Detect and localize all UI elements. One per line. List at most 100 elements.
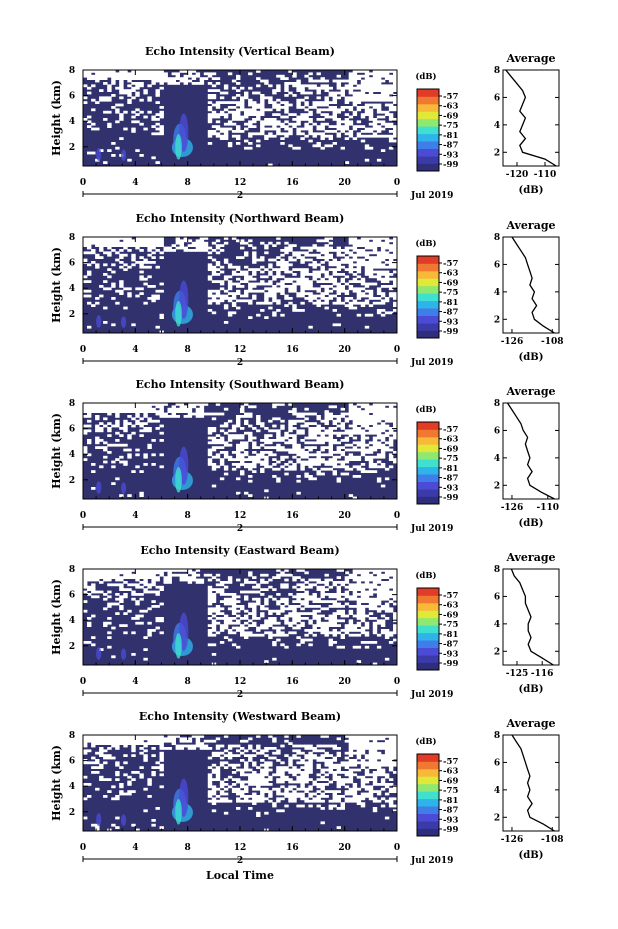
profile-x-tick-label: -108 xyxy=(541,835,564,845)
colorbar-tick-label: -63 xyxy=(443,767,458,777)
profile-frame xyxy=(502,734,560,832)
colorbar-segment xyxy=(417,323,439,331)
no-echo-mask xyxy=(83,237,398,334)
y-tick-label: 2 xyxy=(69,642,75,652)
profile-y-tick-label: 2 xyxy=(494,148,500,158)
colorbar-segment xyxy=(417,754,439,762)
profile-y-tick-label: 2 xyxy=(494,315,500,325)
colorbar-tick-label: -87 xyxy=(443,474,458,484)
colorbar-segment xyxy=(417,126,439,135)
x-tick-label: 4 xyxy=(132,178,138,188)
x-tick-label: 16 xyxy=(286,345,299,355)
no-echo-mask xyxy=(83,735,398,832)
colorbar-segment xyxy=(417,489,439,497)
profile-y-tick-label: 8 xyxy=(494,565,500,575)
x-tick-label: 12 xyxy=(234,511,247,521)
y-tick-label: 4 xyxy=(69,117,75,127)
colorbar-segment xyxy=(417,148,439,157)
colorbar-tick-label: -69 xyxy=(443,278,458,288)
x-tick-label: 0 xyxy=(394,843,400,853)
colorbar-tick-label: -57 xyxy=(443,92,458,102)
colorbar-segment xyxy=(417,625,439,634)
x-tick-label: 20 xyxy=(338,677,351,687)
x-tick-label: 20 xyxy=(338,345,351,355)
y-tick-label: 8 xyxy=(69,233,75,243)
panel-title: Echo Intensity (Vertical Beam) xyxy=(145,45,335,58)
y-axis-label: Height (km) xyxy=(50,80,63,156)
date-label: Jul 2019 xyxy=(410,524,453,534)
x-axis-label: Local Time xyxy=(206,869,274,882)
colorbar-tick-label: -63 xyxy=(443,269,458,279)
profile-title: Average xyxy=(505,52,555,65)
no-echo-mask xyxy=(83,569,398,666)
x-tick-label: 8 xyxy=(185,178,191,188)
colorbar-frame xyxy=(416,587,440,671)
colorbar-segment xyxy=(417,828,439,837)
colorbar-tick-label: -99 xyxy=(443,160,458,170)
y-tick-label: 6 xyxy=(69,259,75,269)
x-tick-label: 20 xyxy=(338,511,351,521)
colorbar-segment xyxy=(417,466,439,475)
y-tick-label: 8 xyxy=(69,399,75,409)
colorbar-segment xyxy=(417,118,439,127)
colorbar-segment xyxy=(417,798,439,807)
colorbar-segment xyxy=(417,163,439,172)
colorbar-tick-label: -93 xyxy=(443,317,458,327)
colorbar-segment xyxy=(417,821,439,829)
colorbar-tick-label: -87 xyxy=(443,308,458,318)
colorbar-segment xyxy=(417,103,439,112)
colorbar-tick-label: -69 xyxy=(443,444,458,454)
colorbar-segment xyxy=(417,96,439,105)
profile-y-tick-label: 4 xyxy=(494,620,500,630)
colorbar-segment xyxy=(417,647,439,656)
x-tick-label: 4 xyxy=(132,677,138,687)
profile-title: Average xyxy=(505,551,555,564)
colorbar-tick-label: -75 xyxy=(443,121,458,131)
panel-4: Echo Intensity (Westward Beam) 0 4 8 12 16 20 0… xyxy=(50,710,564,866)
colorbar-unit: (dB) xyxy=(415,71,436,82)
colorbar-segment xyxy=(417,256,439,264)
colorbar-tick-label: -93 xyxy=(443,483,458,493)
x-tick-label: 8 xyxy=(185,511,191,521)
colorbar-tick-label: -75 xyxy=(443,786,458,796)
x-tick-label: 0 xyxy=(394,345,400,355)
colorbar-segment xyxy=(417,293,439,302)
x-tick-label: 16 xyxy=(286,178,299,188)
profile-x-tick-label: -110 xyxy=(537,503,560,513)
colorbar-tick-label: -63 xyxy=(443,102,458,112)
colorbar-segment xyxy=(417,595,439,604)
colorbar-frame xyxy=(416,255,440,339)
y-tick-label: 8 xyxy=(69,731,75,741)
x-tick-label: 4 xyxy=(132,843,138,853)
profile-frame xyxy=(502,236,560,334)
colorbar-tick-label: -99 xyxy=(443,825,458,835)
profile-x-tick-label: -125 xyxy=(506,669,529,679)
panel-title: Echo Intensity (Northward Beam) xyxy=(136,212,345,225)
colorbar-tick-label: -75 xyxy=(443,454,458,464)
profile-line xyxy=(506,402,555,500)
colorbar-tick-label: -57 xyxy=(443,259,458,269)
x-tick-label: 16 xyxy=(286,677,299,687)
panel-0: Echo Intensity (Vertical Beam) 0 4 8 12 16 20 0… xyxy=(50,45,560,201)
day-label: 2 xyxy=(237,690,243,700)
profile-y-tick-label: 4 xyxy=(494,454,500,464)
colorbar-segment xyxy=(417,308,439,316)
y-tick-label: 4 xyxy=(69,616,75,626)
colorbar-segment xyxy=(417,640,439,648)
colorbar-frame xyxy=(416,88,440,172)
x-tick-label: 4 xyxy=(132,511,138,521)
no-echo-mask xyxy=(83,403,398,500)
date-label: Jul 2019 xyxy=(410,358,453,368)
day-label: 2 xyxy=(237,856,243,866)
colorbar-tick-label: -63 xyxy=(443,435,458,445)
no-echo-mask xyxy=(83,70,398,167)
colorbar-segment xyxy=(417,111,439,120)
y-axis-label: Height (km) xyxy=(50,745,63,821)
y-tick-label: 8 xyxy=(69,66,75,76)
y-axis-label: Height (km) xyxy=(50,413,63,489)
colorbar-unit: (dB) xyxy=(415,238,436,249)
profile-x-label: (dB) xyxy=(519,518,544,529)
y-axis-label: Height (km) xyxy=(50,247,63,323)
colorbar-segment xyxy=(417,429,439,438)
